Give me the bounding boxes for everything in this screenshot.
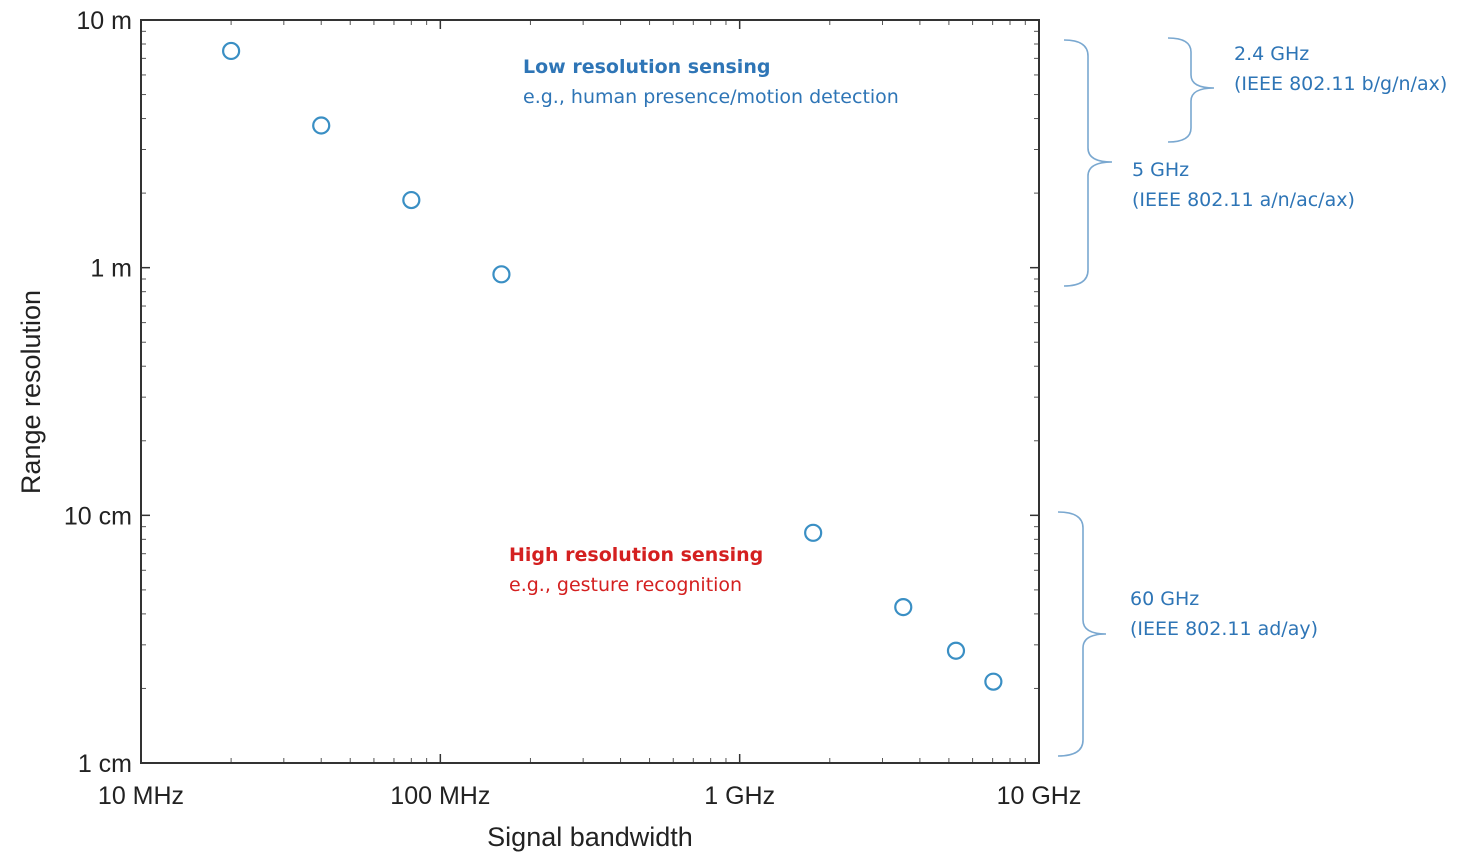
band-60ghz-standard: (IEEE 802.11 ad/ay) [1130, 618, 1318, 640]
band-60ghz-label: 60 GHz [1130, 588, 1199, 610]
data-points [222, 41, 1003, 691]
band-5ghz-standard: (IEEE 802.11 a/n/ac/ax) [1132, 189, 1355, 211]
low-resolution-subtitle: e.g., human presence/motion detection [523, 86, 899, 108]
x-axis-title: Signal bandwidth [487, 822, 693, 852]
bracket-60ghz [1057, 511, 1107, 757]
x-tick-labels: 10 MHz 100 MHz 1 GHz 10 GHz [98, 782, 1081, 810]
y-tick-label: 1 m [90, 255, 132, 283]
data-point [946, 641, 966, 660]
band-2-4ghz-standard: (IEEE 802.11 b/g/n/ax) [1234, 73, 1447, 95]
data-point [312, 116, 331, 135]
band-2-4ghz-label: 2.4 GHz [1234, 43, 1309, 65]
data-point [402, 190, 421, 210]
bracket-2-4ghz [1167, 37, 1215, 143]
data-point [222, 41, 241, 61]
y-axis-title: Range resolution [16, 290, 46, 494]
y-tick-label: 10 m [76, 7, 132, 35]
band-5ghz-label: 5 GHz [1132, 159, 1189, 181]
bracket-5ghz [1063, 39, 1113, 287]
high-resolution-title: High resolution sensing [509, 544, 763, 566]
data-point [492, 265, 511, 284]
y-tick-label: 10 cm [64, 502, 132, 530]
minor-ticks [141, 20, 1039, 763]
y-tick-label: 1 cm [78, 750, 132, 778]
x-tick-label: 10 MHz [98, 782, 184, 810]
y-tick-labels: 10 m 1 m 10 cm 1 cm [64, 7, 132, 778]
data-point [894, 598, 913, 617]
data-point [984, 672, 1003, 691]
major-ticks [140, 19, 1040, 764]
low-resolution-title: Low resolution sensing [523, 56, 770, 78]
plot-frame [140, 19, 1040, 764]
data-point [804, 523, 823, 542]
x-tick-label: 10 GHz [997, 782, 1082, 810]
high-resolution-subtitle: e.g., gesture recognition [509, 574, 742, 596]
x-tick-label: 1 GHz [704, 782, 775, 810]
x-tick-label: 100 MHz [390, 782, 490, 810]
